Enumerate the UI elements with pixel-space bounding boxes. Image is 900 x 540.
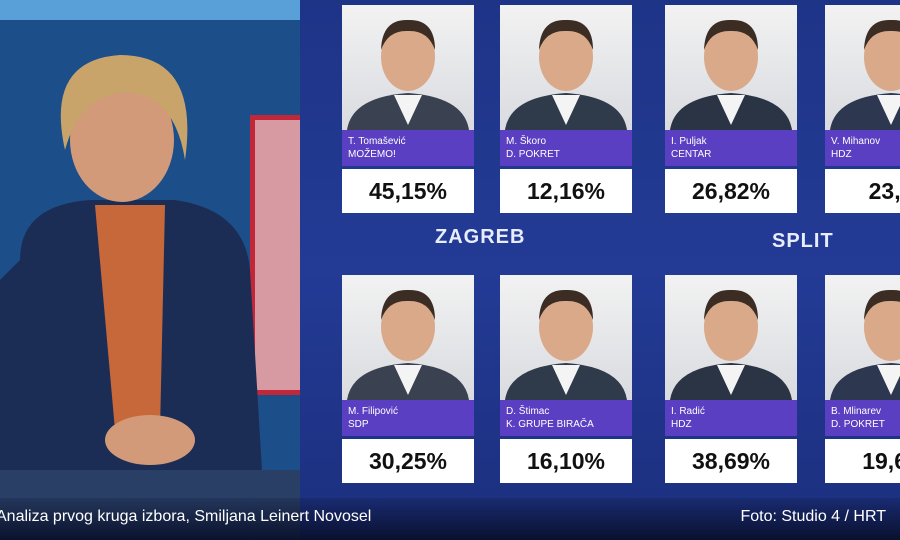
candidate-result: 30,25%	[342, 439, 474, 483]
candidate-photo	[342, 5, 474, 130]
candidate-label: M. Filipović SDP	[342, 400, 474, 436]
candidate-result: 26,82%	[665, 169, 797, 213]
candidate-result: 19,63	[825, 439, 900, 483]
candidate-party: SDP	[348, 419, 369, 430]
candidate-party: HDZ	[671, 419, 692, 430]
portrait	[670, 19, 792, 130]
candidate-name: D. Štimac	[506, 406, 550, 417]
candidate-name: B. Mlinarev	[831, 406, 882, 417]
candidate-label: M. Škoro D. POKRET	[500, 130, 632, 166]
candidate-label: I. Radić HDZ	[665, 400, 797, 436]
candidate-label: D. Štimac K. GRUPE BIRAČA	[500, 400, 632, 436]
photo-credit: Foto: Studio 4 / HRT	[740, 508, 886, 525]
portrait	[505, 19, 627, 130]
city-label: ZAGREB	[435, 226, 526, 248]
candidate-party: CENTAR	[671, 149, 712, 160]
candidate-party: MOŽEMO!	[348, 149, 396, 160]
portrait	[830, 289, 900, 400]
candidate-card: V. Mihanov HDZ 23,2	[825, 5, 900, 213]
candidate-card: I. Radić HDZ 38,69%	[665, 275, 797, 483]
candidate-card: B. Mlinarev D. POKRET 19,63	[825, 275, 900, 483]
candidate-name: M. Filipović	[348, 406, 399, 417]
candidate-photo	[825, 275, 900, 400]
candidate-result: 45,15%	[342, 169, 474, 213]
candidate-result: 38,69%	[665, 439, 797, 483]
candidate-card: D. Štimac K. GRUPE BIRAČA 16,10%	[500, 275, 632, 483]
candidate-photo	[665, 5, 797, 130]
candidate-card: M. Filipović SDP 30,25%	[342, 275, 474, 483]
portrait	[830, 19, 900, 130]
candidate-party: K. GRUPE BIRAČA	[506, 419, 594, 430]
candidate-party: HDZ	[831, 149, 852, 160]
candidate-name: V. Mihanov	[831, 136, 881, 147]
candidate-photo	[825, 5, 900, 130]
candidate-photo	[500, 275, 632, 400]
candidate-label: B. Mlinarev D. POKRET	[825, 400, 900, 436]
candidate-result: 12,16%	[500, 169, 632, 213]
candidate-card: T. Tomašević MOŽEMO! 45,15%	[342, 5, 474, 213]
portrait	[347, 289, 469, 400]
candidate-party: D. POKRET	[831, 419, 885, 430]
candidate-name: M. Škoro	[506, 136, 547, 147]
candidate-party: D. POKRET	[506, 149, 560, 160]
candidate-name: T. Tomašević	[348, 136, 406, 147]
candidate-photo	[665, 275, 797, 400]
candidate-label: T. Tomašević MOŽEMO!	[342, 130, 474, 166]
studio-photo	[0, 0, 300, 540]
portrait	[505, 289, 627, 400]
candidate-name: I. Puljak	[671, 136, 707, 147]
portrait	[670, 289, 792, 400]
candidate-label: V. Mihanov HDZ	[825, 130, 900, 166]
portrait	[347, 19, 469, 130]
candidate-card: I. Puljak CENTAR 26,82%	[665, 5, 797, 213]
candidate-photo	[500, 5, 632, 130]
candidate-result: 16,10%	[500, 439, 632, 483]
caption-bar: Analiza prvog kruga izbora, Smiljana Lei…	[0, 498, 900, 540]
candidate-name: I. Radić	[671, 406, 705, 417]
caption-text: Analiza prvog kruga izbora, Smiljana Lei…	[0, 508, 372, 525]
candidate-result: 23,2	[825, 169, 900, 213]
candidate-photo	[342, 275, 474, 400]
city-label: SPLIT	[772, 230, 834, 252]
results-screen: ZAGREB SPLIT T. Tomašević MOŽEMO! 45,15% M.…	[300, 0, 900, 540]
candidate-label: I. Puljak CENTAR	[665, 130, 797, 166]
candidate-card: M. Škoro D. POKRET 12,16%	[500, 5, 632, 213]
